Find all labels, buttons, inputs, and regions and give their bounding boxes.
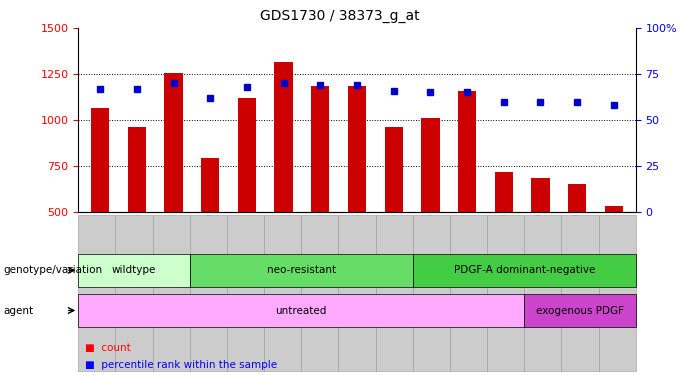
Bar <box>605 206 623 304</box>
Bar <box>348 86 366 304</box>
Bar <box>128 128 146 304</box>
Text: exogenous PDGF: exogenous PDGF <box>536 306 624 315</box>
Bar <box>458 91 476 304</box>
Bar <box>238 98 256 304</box>
Text: genotype/variation: genotype/variation <box>3 266 103 275</box>
Bar <box>421 118 439 304</box>
Bar <box>91 108 109 304</box>
Bar <box>165 73 183 304</box>
Text: ■  percentile rank within the sample: ■ percentile rank within the sample <box>85 360 277 369</box>
Text: untreated: untreated <box>275 306 327 315</box>
Text: PDGF-A dominant-negative: PDGF-A dominant-negative <box>454 266 595 275</box>
Bar <box>531 178 549 304</box>
Text: GDS1730 / 38373_g_at: GDS1730 / 38373_g_at <box>260 9 420 23</box>
Bar <box>384 128 403 304</box>
Text: ■  count: ■ count <box>85 343 131 353</box>
Bar <box>275 62 293 304</box>
Bar <box>568 184 586 304</box>
Bar <box>311 86 330 304</box>
Bar <box>201 158 220 304</box>
Bar <box>494 172 513 304</box>
Text: agent: agent <box>3 306 33 315</box>
Text: neo-resistant: neo-resistant <box>267 266 336 275</box>
Text: wildtype: wildtype <box>112 266 156 275</box>
